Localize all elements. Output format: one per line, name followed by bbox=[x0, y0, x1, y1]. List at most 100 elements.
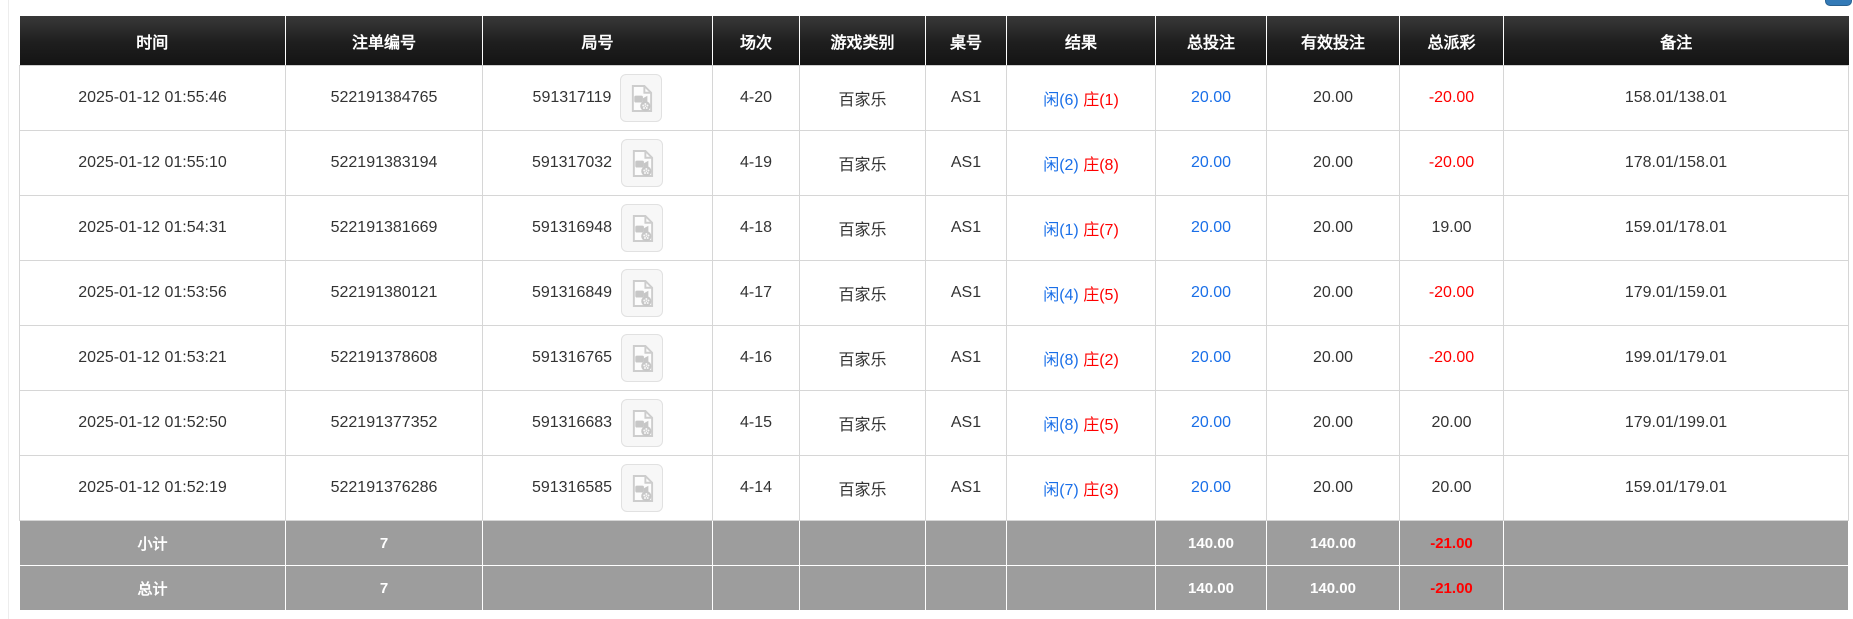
round-id-cell: 591316765 bbox=[482, 325, 713, 391]
bet-id-cell: 522191380121 bbox=[285, 260, 483, 326]
time-cell: 2025-01-12 01:53:56 bbox=[19, 260, 286, 326]
game-type-cell: 百家乐 bbox=[799, 195, 926, 261]
result-cell: 闲(7) 庄(3) bbox=[1006, 455, 1156, 521]
result-cell: 闲(6) 庄(1) bbox=[1006, 65, 1156, 131]
round-id-group: 591317032 bbox=[532, 139, 664, 187]
summary-empty-table-no-cell bbox=[925, 520, 1007, 566]
total-payout-cell: 20.00 bbox=[1399, 390, 1504, 456]
session-cell: 4-19 bbox=[712, 130, 800, 196]
bet-records-table: 时间 注单编号 局号 场次 游戏类别 桌号 结果 总投注 有效投注 总派彩 备注 2025-01-12… bbox=[19, 16, 1849, 611]
time-cell: 2025-01-12 01:54:31 bbox=[19, 195, 286, 261]
video-replay-button[interactable] bbox=[621, 399, 664, 447]
round-id-group: 591316849 bbox=[531, 269, 664, 317]
column-header-round_id: 局号 bbox=[482, 16, 713, 66]
result-cell: 闲(8) 庄(5) bbox=[1006, 390, 1156, 456]
summary-empty-game-cell bbox=[799, 565, 926, 611]
summary-remark-cell bbox=[1503, 520, 1849, 566]
bet-record-row: 2025-01-12 01:53:56 522191380121 591316849… bbox=[19, 260, 1849, 326]
table-header: 时间 注单编号 局号 场次 游戏类别 桌号 结果 总投注 有效投注 总派彩 备注 bbox=[19, 16, 1849, 66]
session-cell: 4-15 bbox=[712, 390, 800, 456]
table-no-cell: AS1 bbox=[925, 390, 1007, 456]
total-bet-cell: 20.00 bbox=[1155, 195, 1267, 261]
result-banker: 庄(2) bbox=[1083, 352, 1119, 369]
bet-record-row: 2025-01-12 01:52:50 522191377352 591316683… bbox=[19, 390, 1849, 456]
bet-record-row: 2025-01-12 01:52:19 522191376286 591316585… bbox=[19, 455, 1849, 521]
remark-cell: 158.01/138.01 bbox=[1503, 65, 1849, 131]
table-no-cell: AS1 bbox=[925, 260, 1007, 326]
video-replay-button[interactable] bbox=[621, 204, 664, 252]
summary-empty-result-cell bbox=[1006, 520, 1156, 566]
video-replay-button[interactable] bbox=[621, 269, 664, 317]
total-bet-cell: 20.00 bbox=[1155, 260, 1267, 326]
time-cell: 2025-01-12 01:53:21 bbox=[19, 325, 286, 391]
result-player: 闲(4) bbox=[1043, 287, 1079, 304]
total-bet-link[interactable]: 20.00 bbox=[1190, 414, 1232, 431]
floating-button-partial[interactable] bbox=[1825, 0, 1852, 6]
round-id-group: 591316585 bbox=[532, 464, 664, 512]
round-id-text: 591316765 bbox=[531, 349, 613, 366]
round-id-text: 591316849 bbox=[531, 284, 613, 301]
total-bet-link[interactable]: 20.00 bbox=[1190, 89, 1232, 106]
result-cell: 闲(4) 庄(5) bbox=[1006, 260, 1156, 326]
round-id-group: 591316948 bbox=[531, 204, 664, 252]
column-header-remark: 备注 bbox=[1503, 16, 1849, 66]
video-replay-icon bbox=[630, 214, 655, 243]
result-banker: 庄(5) bbox=[1083, 417, 1119, 434]
summary-label-cell: 总计 bbox=[19, 565, 286, 611]
payout-value: -20.00 bbox=[1428, 284, 1475, 301]
round-id-text: 591317119 bbox=[532, 89, 612, 106]
column-header-total_payout: 总派彩 bbox=[1399, 16, 1504, 66]
remark-cell: 178.01/158.01 bbox=[1503, 130, 1849, 196]
total-bet-link[interactable]: 20.00 bbox=[1190, 219, 1232, 236]
video-replay-button[interactable] bbox=[621, 139, 664, 187]
remark-cell: 199.01/179.01 bbox=[1503, 325, 1849, 391]
result-player: 闲(8) bbox=[1043, 417, 1079, 434]
column-header-session: 场次 bbox=[712, 16, 800, 66]
grandtotal-row: 总计 7 140.00 140.00 -21.00 bbox=[19, 565, 1849, 611]
column-header-bet_id: 注单编号 bbox=[285, 16, 483, 66]
bet-id-cell: 522191376286 bbox=[285, 455, 483, 521]
total-bet-link[interactable]: 20.00 bbox=[1190, 479, 1232, 496]
remark-cell: 179.01/199.01 bbox=[1503, 390, 1849, 456]
table-no-cell: AS1 bbox=[925, 325, 1007, 391]
summary-empty-round-cell bbox=[482, 520, 713, 566]
bet-id-cell: 522191378608 bbox=[285, 325, 483, 391]
total-bet-cell: 20.00 bbox=[1155, 390, 1267, 456]
video-replay-button[interactable] bbox=[621, 464, 664, 512]
total-payout-cell: -20.00 bbox=[1399, 260, 1504, 326]
bet-record-row: 2025-01-12 01:55:10 522191383194 591317032… bbox=[19, 130, 1849, 196]
result-banker: 庄(7) bbox=[1083, 222, 1119, 239]
column-header-time: 时间 bbox=[19, 16, 286, 66]
round-id-cell: 591316849 bbox=[482, 260, 713, 326]
total-bet-link[interactable]: 20.00 bbox=[1190, 349, 1232, 366]
summary-count-cell: 7 bbox=[285, 565, 483, 611]
column-header-game_type: 游戏类别 bbox=[799, 16, 926, 66]
time-cell: 2025-01-12 01:52:50 bbox=[19, 390, 286, 456]
valid-bet-cell: 20.00 bbox=[1266, 130, 1400, 196]
remark-cell: 179.01/159.01 bbox=[1503, 260, 1849, 326]
result-banker: 庄(5) bbox=[1083, 287, 1119, 304]
game-type-cell: 百家乐 bbox=[799, 65, 926, 131]
bet-record-row: 2025-01-12 01:55:46 522191384765 591317119… bbox=[19, 65, 1849, 131]
summary-label-cell: 小计 bbox=[19, 520, 286, 566]
summary-payout-cell: -21.00 bbox=[1399, 565, 1504, 611]
video-replay-button[interactable] bbox=[621, 334, 664, 382]
result-player: 闲(8) bbox=[1043, 352, 1079, 369]
session-cell: 4-18 bbox=[712, 195, 800, 261]
round-id-group: 591317119 bbox=[533, 74, 663, 122]
total-bet-link[interactable]: 20.00 bbox=[1190, 284, 1232, 301]
payout-value: -20.00 bbox=[1428, 154, 1475, 171]
round-id-text: 591316948 bbox=[531, 219, 613, 236]
game-type-cell: 百家乐 bbox=[799, 260, 926, 326]
summary-count-cell: 7 bbox=[285, 520, 483, 566]
round-id-cell: 591316585 bbox=[482, 455, 713, 521]
payout-value: 20.00 bbox=[1431, 479, 1472, 496]
total-bet-link[interactable]: 20.00 bbox=[1190, 154, 1232, 171]
round-id-cell: 591316683 bbox=[482, 390, 713, 456]
game-type-cell: 百家乐 bbox=[799, 130, 926, 196]
summary-empty-game-cell bbox=[799, 520, 926, 566]
video-replay-button[interactable] bbox=[620, 74, 663, 122]
round-id-cell: 591317119 bbox=[482, 65, 713, 131]
payout-value: -20.00 bbox=[1428, 89, 1475, 106]
